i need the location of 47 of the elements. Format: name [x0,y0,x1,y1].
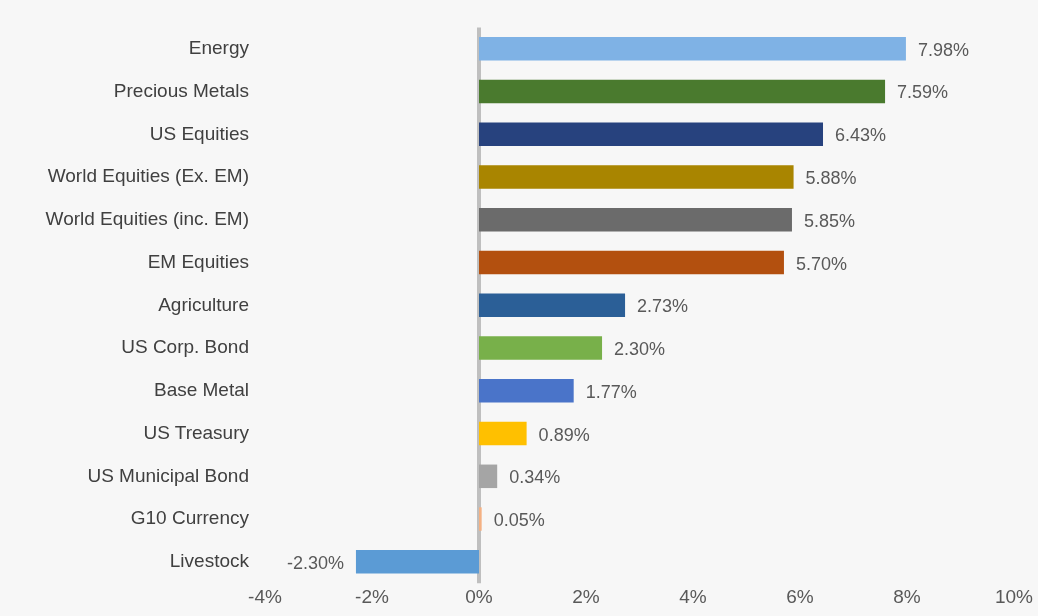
bar [479,336,603,360]
data-label: 2.73% [637,296,689,317]
y-tick-label: Livestock [169,550,250,572]
bar [479,464,498,489]
y-tick-label: Base Metal [153,379,249,401]
data-label: 5.85% [803,210,856,231]
bar [479,208,792,232]
y-tick-label: US Treasury [143,421,250,443]
data-label: 6.43% [835,125,887,146]
x-tick-label: -4% [248,585,282,607]
bar [479,293,626,318]
y-tick-label: G10 Currency [130,507,250,529]
bar [479,79,886,104]
bar [479,37,906,61]
data-label: -2.30% [286,552,344,573]
x-tick-label: 4% [679,585,707,607]
data-label: 5.70% [795,253,847,274]
data-label: 0.89% [538,424,590,445]
data-label: 7.59% [897,82,949,103]
bar [479,421,527,446]
y-tick-label: US Corp. Bond [121,336,249,358]
y-tick-label: EM Equities [147,250,249,272]
x-tick-label: 6% [786,585,814,607]
data-label: 7.98% [917,39,969,60]
bar [479,122,824,147]
bar [355,550,479,574]
x-tick-label: 2% [572,585,600,607]
data-label: 2.30% [614,339,666,360]
data-label: 1.77% [585,381,637,402]
bar [479,250,784,275]
y-tick-label: Energy [188,37,250,59]
x-tick-label: 0% [465,585,493,607]
y-tick-label: US Equities [149,122,249,144]
y-tick-label: World Equities (inc. EM) [45,208,249,230]
y-tick-label: World Equities (Ex. EM) [47,165,249,187]
x-tick-label: -2% [355,585,389,607]
data-label: 0.34% [509,467,561,488]
x-tick-label: 8% [893,585,921,607]
data-label: 5.88% [805,168,857,189]
bar [479,379,574,403]
y-tick-label: US Municipal Bond [87,464,249,486]
y-tick-label: Precious Metals [113,79,249,101]
y-tick-label: Agriculture [158,293,249,315]
bar [479,507,482,531]
data-label: 0.05% [493,510,545,531]
bar [479,165,794,189]
x-tick-label: 10% [994,585,1034,607]
